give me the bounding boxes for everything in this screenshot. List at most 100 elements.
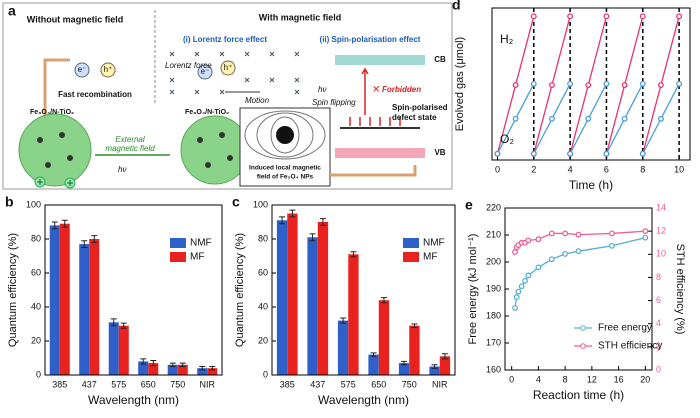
marker xyxy=(642,234,649,241)
marker xyxy=(603,80,610,87)
legend-swatch xyxy=(170,252,186,262)
arrow xyxy=(43,58,70,120)
marker xyxy=(603,150,610,157)
bar xyxy=(148,363,159,375)
marker xyxy=(562,230,569,237)
marker xyxy=(575,231,582,238)
error-bar xyxy=(279,216,286,225)
effect-title: (ii) Spin-polarisation effect xyxy=(320,35,421,44)
error-bar xyxy=(179,362,186,367)
y-tick-label: 40 xyxy=(31,301,41,311)
caption: Induced local magnetic xyxy=(249,165,321,172)
bar xyxy=(59,223,70,375)
nanoparticles xyxy=(37,132,233,168)
arrow xyxy=(330,165,417,177)
error-bar xyxy=(401,360,408,366)
bar xyxy=(108,322,119,375)
y2-tick-label: 8 xyxy=(656,272,661,282)
y-tick-label: 200 xyxy=(486,256,501,266)
marker xyxy=(522,277,528,284)
bar xyxy=(79,244,90,375)
error-bar xyxy=(289,209,296,218)
marker xyxy=(512,82,519,88)
caption: field of Fe₃O₄ NPs xyxy=(257,174,314,181)
marker xyxy=(548,82,555,88)
error-bar xyxy=(431,364,438,369)
marker xyxy=(621,115,628,122)
marker xyxy=(567,13,574,20)
bar xyxy=(439,356,451,375)
error-bar xyxy=(380,297,387,304)
caption: defect state xyxy=(392,113,437,122)
marker xyxy=(639,150,646,157)
y-tick-label: 60 xyxy=(31,267,41,277)
plot-frame xyxy=(504,207,653,371)
field-crosses xyxy=(169,51,300,95)
x-tick-label: 750 xyxy=(170,379,185,389)
error-bar xyxy=(91,235,98,243)
caption: Spin flipping xyxy=(312,98,356,107)
marker xyxy=(567,150,574,157)
error-bar xyxy=(319,218,326,226)
electron-label: e⁻ xyxy=(78,65,87,74)
series-label: H₂ xyxy=(500,32,514,46)
panel-label: e xyxy=(465,197,473,213)
y-tick-label: 190 xyxy=(486,283,501,293)
x-tick-label: 20 xyxy=(640,374,650,384)
particle xyxy=(180,115,250,185)
marker xyxy=(535,264,542,271)
y2-tick-label: 14 xyxy=(656,202,666,212)
error-bar xyxy=(110,318,117,327)
bar xyxy=(348,254,359,375)
material-label: Fe₃O₄/N-TiO₂ xyxy=(30,109,74,116)
marker xyxy=(603,13,610,20)
marker xyxy=(585,82,592,88)
panel-label: a xyxy=(8,3,16,19)
bar xyxy=(337,320,349,375)
caption: hν xyxy=(118,165,126,174)
nanoparticle xyxy=(276,126,294,144)
marker xyxy=(608,242,615,249)
x-axis-label: Wavelength (nm) xyxy=(88,393,179,407)
y-axis-label: Quantum efficiency (%) xyxy=(234,233,246,347)
caption: magnetic field xyxy=(105,144,155,153)
bar xyxy=(167,364,178,375)
y-tick-label: 80 xyxy=(31,233,41,243)
y2-tick-label: 10 xyxy=(656,249,666,259)
y-tick-label: 210 xyxy=(486,229,501,239)
marker xyxy=(548,115,555,122)
x-tick-label: 437 xyxy=(82,379,97,389)
marker xyxy=(512,304,518,311)
bar xyxy=(368,354,379,375)
error-bar xyxy=(209,366,216,371)
series-label: O₂ xyxy=(500,132,514,146)
x-tick-label: 575 xyxy=(341,379,356,389)
marker xyxy=(657,115,664,122)
bar xyxy=(317,222,329,375)
error-bar xyxy=(441,353,448,360)
panel-label: c xyxy=(232,194,240,210)
bar xyxy=(177,364,188,375)
error-bar xyxy=(309,233,316,242)
error-bar xyxy=(199,366,206,371)
electron-label: e⁻ xyxy=(201,67,210,76)
y-tick-label: 60 xyxy=(258,267,268,277)
error-bar xyxy=(51,221,58,230)
y-axis-label: Evolved gas (μmol) xyxy=(454,37,466,131)
error-bar xyxy=(140,358,147,365)
y2-tick-label: 12 xyxy=(656,226,666,236)
caption: External xyxy=(115,135,145,144)
marker xyxy=(548,230,555,237)
caption: hν xyxy=(318,85,326,94)
caption: Motion xyxy=(245,96,270,105)
material-label: Fe₃O₄/N-TiO₂ xyxy=(185,109,229,116)
field-lines xyxy=(244,110,326,160)
x-axis-label: Time (h) xyxy=(569,178,613,192)
caption: Fast recombination xyxy=(58,90,132,99)
y-tick-label: 100 xyxy=(253,199,268,209)
marker xyxy=(575,248,582,255)
error-bar xyxy=(81,240,88,248)
legend-label: MF xyxy=(190,252,204,263)
bar xyxy=(378,300,390,375)
